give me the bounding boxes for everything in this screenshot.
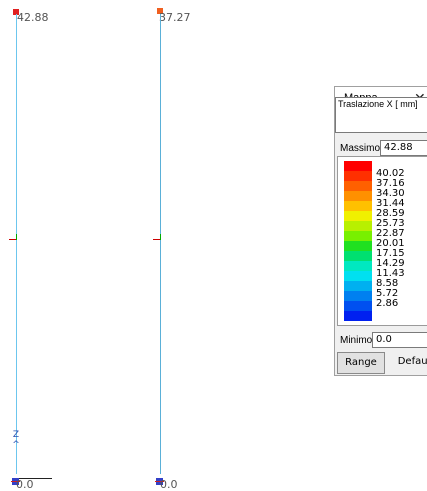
- legend-swatch: [344, 241, 372, 251]
- column-2-line: [160, 14, 161, 474]
- column-1-bottom-value: 0.0: [16, 478, 34, 491]
- quantity-label: Traslazione X [ mm]: [338, 99, 418, 109]
- legend-label: 28.59: [376, 208, 405, 219]
- legend-label: 20.01: [376, 238, 405, 249]
- legend-label: 14.29: [376, 258, 405, 269]
- legend-label: 25.73: [376, 218, 405, 229]
- column-1-mid-tick-x: [9, 239, 16, 240]
- legend-swatch: [344, 291, 372, 301]
- default-button[interactable]: Default: [397, 356, 427, 367]
- column-2-mid-tick-y: [160, 234, 161, 240]
- legend-label: 11.43: [376, 268, 405, 279]
- axis-z-arrow: ^: [12, 440, 20, 450]
- min-label: Minimo: [340, 335, 373, 346]
- column-1-top-value: 42.88: [17, 11, 49, 24]
- axis-x-line: [14, 478, 52, 479]
- legend-swatch: [344, 211, 372, 221]
- legend-label: 5.72: [376, 288, 399, 299]
- axis-z-label: Z: [12, 430, 20, 440]
- column-2-bottom-value: 0.0: [160, 478, 178, 491]
- legend-swatch: [344, 221, 372, 231]
- max-value-input[interactable]: 42.88: [380, 140, 427, 156]
- legend-swatch: [344, 171, 372, 181]
- legend-label: 31.44: [376, 198, 405, 209]
- legend-label: 2.86: [376, 298, 399, 309]
- column-2-top-value: 37.27: [159, 11, 191, 24]
- column-2-base-node: [155, 473, 164, 485]
- legend-swatch: [344, 261, 372, 271]
- column-1-line: [16, 14, 17, 474]
- legend-swatch: [344, 271, 372, 281]
- legend-swatch: [344, 231, 372, 241]
- max-label: Massimo: [340, 143, 381, 154]
- legend-label: 8.58: [376, 278, 399, 289]
- legend-swatch: [344, 281, 372, 291]
- quantity-box[interactable]: Traslazione X [ mm]: [335, 97, 427, 133]
- legend-label: 22.87: [376, 228, 405, 239]
- legend-swatch: [344, 181, 372, 191]
- legend-swatch: [344, 191, 372, 201]
- column-1-base-node: [11, 473, 20, 485]
- column-1-top-node: [13, 9, 19, 15]
- legend-swatch: [344, 311, 372, 321]
- column-1-mid-tick-y: [16, 234, 17, 240]
- legend-swatch: [344, 161, 372, 171]
- legend-label: 40.02: [376, 168, 405, 179]
- legend-swatch: [344, 301, 372, 311]
- column-2-mid-tick-x: [153, 239, 160, 240]
- legend-swatch: [344, 201, 372, 211]
- color-legend: 40.02 37.16 34.30 31.44 28.59 25.73 22.87 20.01…: [337, 156, 427, 326]
- legend-swatch: [344, 251, 372, 261]
- legend-label: 17.15: [376, 248, 405, 259]
- mappa-dialog: Mappa ✕ Traslazione X [ mm] Massimo 42.8…: [334, 86, 427, 376]
- legend-label: 37.16: [376, 178, 405, 189]
- range-button[interactable]: Range: [337, 352, 385, 374]
- legend-label: 34.30: [376, 188, 405, 199]
- column-2-top-node: [157, 8, 163, 14]
- min-value-input[interactable]: 0.0: [372, 332, 427, 348]
